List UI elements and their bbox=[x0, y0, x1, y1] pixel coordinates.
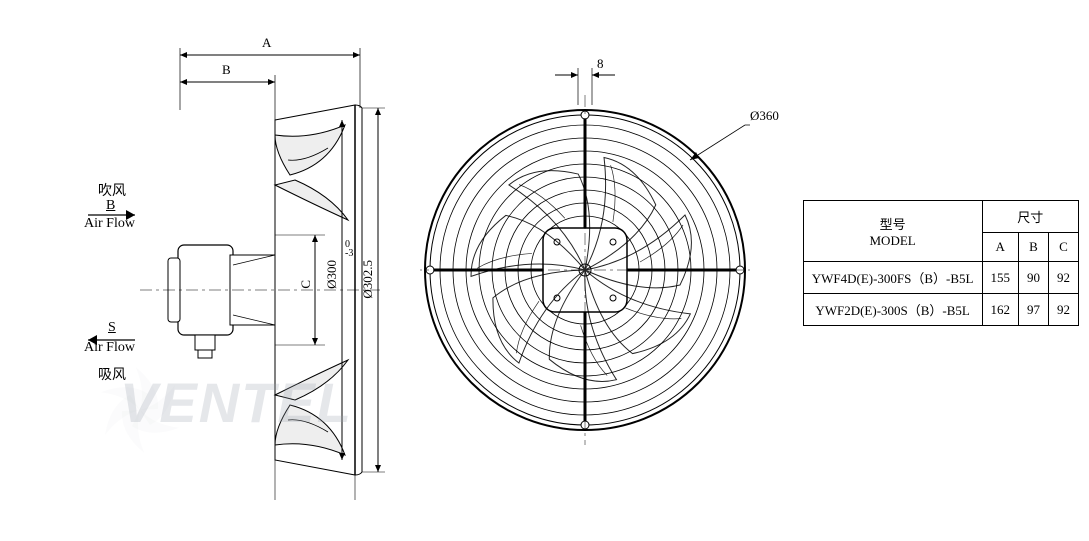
diagram-container: A B C Ø300 0-3 Ø302.5 吹风 B Air Flow S Ai… bbox=[0, 0, 1089, 541]
col-C: C bbox=[1049, 233, 1079, 262]
table-row: YWF4D(E)-300FS（B）-B5L 155 90 92 bbox=[803, 262, 1078, 294]
airflow-b-cn: 吹风 bbox=[98, 180, 126, 200]
dim-8: 8 bbox=[597, 56, 604, 72]
airflow-s-en1: S bbox=[108, 320, 116, 336]
front-view: 8 Ø360 bbox=[420, 50, 750, 490]
cell-C: 92 bbox=[1049, 294, 1079, 326]
dia-300: Ø300 bbox=[324, 260, 340, 289]
dia-302-5: Ø302.5 bbox=[360, 260, 376, 299]
dimensions-table: 型号 MODEL 尺寸 A B C YWF4D(E)-300FS（B）-B5L … bbox=[803, 200, 1079, 326]
cell-model: YWF4D(E)-300FS（B）-B5L bbox=[803, 262, 982, 294]
cell-A: 162 bbox=[982, 294, 1019, 326]
table-header-model-en: MODEL bbox=[870, 233, 916, 248]
cell-C: 92 bbox=[1049, 262, 1079, 294]
watermark-text: VENTEL bbox=[120, 370, 353, 435]
table-row: YWF2D(E)-300S（B）-B5L 162 97 92 bbox=[803, 294, 1078, 326]
table-header-model-cn: 型号 bbox=[880, 217, 906, 232]
front-view-svg bbox=[420, 50, 750, 490]
cell-A: 155 bbox=[982, 262, 1019, 294]
airflow-b-en1: B bbox=[106, 198, 115, 214]
dim-C-label: C bbox=[298, 280, 314, 289]
airflow-s-en2: Air Flow bbox=[84, 340, 135, 356]
dim-A-label: A bbox=[262, 35, 271, 51]
table-header-size-cn: 尺寸 bbox=[982, 201, 1079, 233]
cell-B: 90 bbox=[1019, 262, 1049, 294]
col-A: A bbox=[982, 233, 1019, 262]
cell-B: 97 bbox=[1019, 294, 1049, 326]
dia-360: Ø360 bbox=[750, 108, 779, 124]
col-B: B bbox=[1019, 233, 1049, 262]
cell-model: YWF2D(E)-300S（B）-B5L bbox=[803, 294, 982, 326]
dim-B-label: B bbox=[222, 62, 231, 78]
airflow-b-en2: Air Flow bbox=[84, 216, 135, 232]
dia-300-tol: 0-3 bbox=[345, 240, 353, 258]
